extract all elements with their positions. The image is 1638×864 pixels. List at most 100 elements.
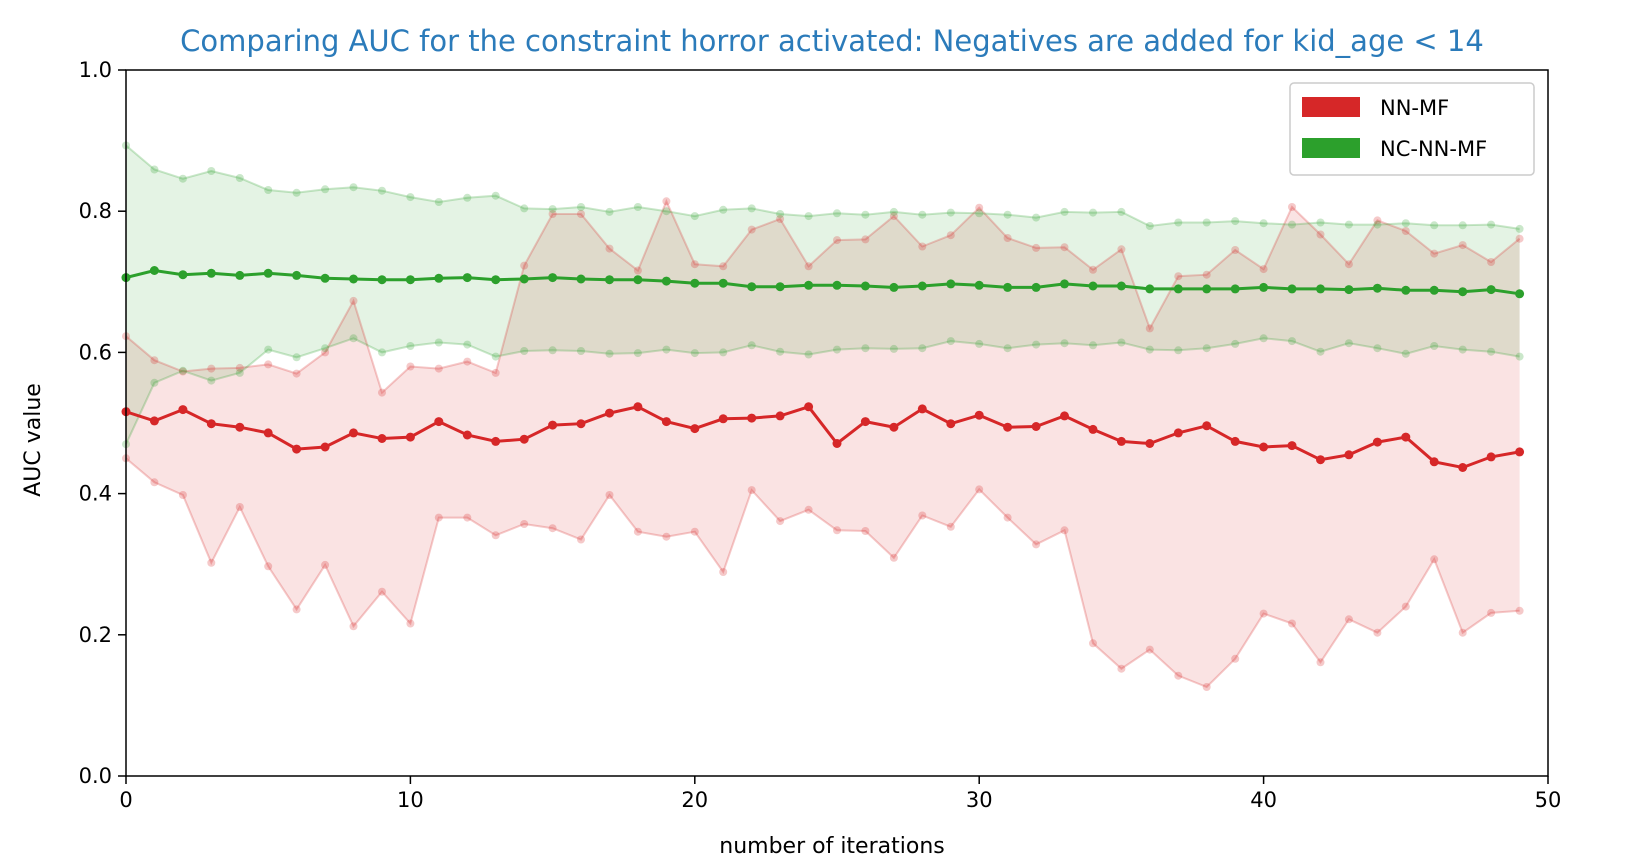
y-tick-label: 0.0 [79,764,112,788]
nc-nn-mf-upper-bound-point [264,186,273,194]
nc-nn-mf-upper-bound-point [548,205,557,214]
nc-nn-mf-lower-bound-point [264,345,273,354]
nn-mf-upper-bound-point [1430,249,1439,258]
nc-nn-mf-confidence-band [126,145,1520,445]
nc-nn-mf-upper-bound-point [349,183,358,192]
nn-mf-mean-point [1116,436,1126,446]
nn-mf-upper-bound-point [406,362,415,371]
nc-nn-mf-lower-bound-point [1316,347,1325,356]
nc-nn-mf-upper-bound-point [520,204,529,213]
nn-mf-mean-point [1088,424,1098,434]
nc-nn-mf-mean-line [125,268,1520,296]
nc-nn-mf-lower-bound-point [520,347,529,355]
nn-mf-mean-point [661,417,671,427]
nn-mf-mean-point [1202,421,1212,431]
nn-mf-upper-bound-point [577,210,585,218]
nc-nn-mf-mean-point [349,274,358,284]
nc-nn-mf-lower-bound-point [1373,344,1382,353]
nn-mf-mean-point [377,434,387,443]
legend-swatch-nc-nn-mf [1302,138,1360,158]
nn-mf-lower-bound-point [520,520,529,528]
nn-mf-lower-bound-point [1060,526,1069,535]
nn-mf-mean-point [832,439,842,448]
nn-mf-lower-bound-point [1401,602,1410,611]
nn-mf-lower-bound-point [548,524,557,533]
nn-mf-upper-bound-point [1174,272,1183,281]
nn-mf-mean-point [434,417,444,427]
nc-nn-mf-upper-bound-point [577,203,585,211]
nc-nn-mf-mean-point [178,270,188,280]
nn-mf-mean-point [349,428,358,438]
nc-nn-mf-lower-bound-point [463,340,472,349]
nn-mf-mean-point [548,420,558,430]
nn-mf-lower-bound-point [1174,671,1183,680]
nn-mf-mean-point [1429,457,1439,467]
nn-mf-upper-bound-point [975,203,984,212]
nn-mf-upper-bound-point [1373,216,1382,225]
nc-nn-mf-mean-point [434,273,444,283]
nc-nn-mf-lower-bound-point [1032,340,1041,349]
nc-nn-mf-lower-bound-point [1231,339,1240,348]
nc-nn-mf-mean-point [1116,281,1126,291]
nn-mf-upper-bound-point [1316,230,1325,239]
nn-mf-mean-point [775,411,785,421]
nn-mf-lower-bound-point [946,522,955,531]
nc-nn-mf-mean-point [775,282,785,292]
nc-nn-mf-upper-bound-point [1401,219,1410,228]
nn-mf-upper-bound-point [264,360,273,369]
nn-mf-upper-bound-point [378,388,386,397]
nn-mf-mean-point [860,417,870,427]
nn-mf-mean-point [462,430,472,440]
nc-nn-mf-lower-bound-point [1060,339,1069,348]
nc-nn-mf-upper-bound-point [804,212,813,221]
nn-mf-mean-point [292,444,302,454]
nn-mf-upper-bound-point [662,197,671,206]
y-tick-label: 1.0 [79,58,112,82]
nc-nn-mf-lower-bound-point [207,376,216,385]
nc-nn-mf-upper-bound-point [1316,218,1325,227]
nn-mf-lower-bound-point [1373,628,1382,637]
nc-nn-mf-upper-bound-point [1288,220,1296,229]
nn-mf-mean-point [1372,437,1382,447]
nc-nn-mf-mean-point [519,274,529,284]
legend-swatch-nn-mf [1302,97,1360,117]
nc-nn-mf-upper-bound-line [125,144,1520,230]
nn-mf-lower-bound-point [1117,664,1126,673]
nn-mf-mean-point [804,402,814,412]
nc-nn-mf-lower-bound-point [178,366,187,375]
nc-nn-mf-mean-point [263,268,273,278]
nn-mf-lower-bound-point [1430,555,1439,564]
nc-nn-mf-lower-bound-point [1288,337,1296,346]
nn-mf-lower-bound-point [378,587,386,596]
nn-mf-upper-bound-point [548,210,557,218]
nn-mf-mean-point [263,428,273,438]
nc-nn-mf-mean-point [860,281,870,291]
nc-nn-mf-mean-point [690,278,700,288]
nc-nn-mf-mean-point [1202,284,1212,294]
nc-nn-mf-lower-bound-point [434,338,443,347]
nc-nn-mf-upper-bound-point [633,203,642,211]
nc-nn-mf-lower-bound-point [747,341,756,350]
nn-mf-mean-point [320,442,330,452]
nc-nn-mf-mean-point [1372,283,1382,293]
nn-mf-lower-bound-point [235,503,244,511]
nn-mf-lower-bound-point [1259,609,1268,618]
y-tick-label: 0.4 [79,482,112,506]
nn-mf-lower-bound-point [321,560,330,569]
nn-mf-lower-bound-point [577,535,585,544]
nc-nn-mf-upper-bound-point [1231,217,1240,226]
nc-nn-mf-mean-point [320,273,330,283]
nc-nn-mf-lower-bound-point [548,346,557,355]
nc-nn-mf-mean-point [889,282,899,292]
nn-mf-mean-point [1031,422,1041,431]
nn-mf-mean-point [235,422,245,432]
nn-mf-lower-bound-line [125,457,1520,689]
nn-mf-lower-bound-point [406,619,415,628]
nc-nn-mf-mean-point [917,281,927,291]
nn-mf-lower-bound-point [1145,645,1154,654]
nc-nn-mf-lower-bound-point [918,344,927,353]
nc-nn-mf-mean-point [1259,282,1269,292]
legend-label-nn-mf: NN-MF [1380,96,1449,120]
nn-mf-mean-point [1344,450,1354,460]
nc-nn-mf-lower-bound-point [1487,347,1496,356]
